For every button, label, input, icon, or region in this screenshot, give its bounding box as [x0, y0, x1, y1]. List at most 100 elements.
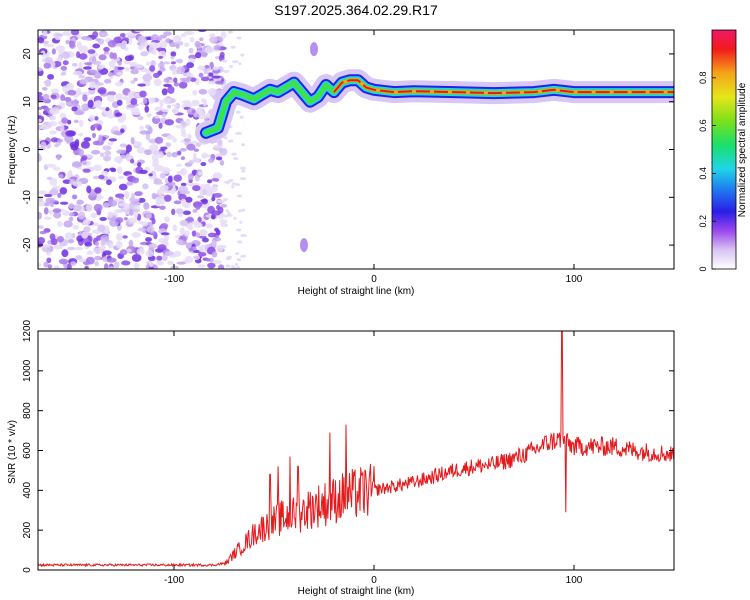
noise-speck [155, 111, 164, 116]
noise-speck [235, 110, 241, 114]
noise-speck [114, 65, 119, 74]
noise-speck [154, 106, 163, 112]
noise-speck [139, 130, 149, 135]
noise-speck [164, 119, 174, 126]
noise-speck [240, 254, 247, 258]
noise-speck [137, 115, 144, 121]
noise-speck [69, 176, 78, 180]
noise-speck [50, 188, 59, 196]
colorbar-tick-label: 0 [698, 266, 708, 271]
noise-speck [133, 77, 138, 82]
noise-speck [198, 72, 204, 78]
noise-speck [191, 101, 200, 107]
figure-title: S197.2025.364.02.29.R17 [274, 2, 438, 18]
noise-speck [113, 130, 121, 136]
noise-speck [85, 256, 95, 265]
noise-speck [62, 179, 72, 184]
noise-speck [231, 185, 235, 189]
noise-speck [91, 60, 102, 65]
noise-speck [196, 195, 205, 199]
noise-speck [103, 263, 109, 269]
noise-speck [183, 42, 190, 48]
noise-speck [64, 232, 73, 240]
noise-speck [132, 112, 141, 116]
noise-speck [106, 94, 115, 102]
noise-speck [235, 183, 241, 187]
noise-speck [70, 30, 80, 36]
noise-speck [142, 183, 149, 190]
noise-speck [161, 108, 169, 113]
noise-speck [38, 225, 44, 229]
noise-speck [231, 182, 237, 186]
noise-speck [122, 235, 128, 239]
noise-speck [207, 262, 216, 269]
noise-speck [72, 70, 83, 76]
noise-speck [70, 261, 77, 266]
noise-speck [42, 93, 50, 101]
noise-speck [75, 255, 82, 260]
noise-speck [116, 99, 123, 106]
noise-speck [98, 32, 109, 37]
noise-speck [42, 30, 48, 37]
noise-speck [193, 148, 200, 152]
noise-speck [219, 160, 225, 166]
noise-speck [170, 61, 177, 65]
noise-speck [192, 201, 203, 209]
noise-speck [92, 43, 101, 49]
noise-speck [58, 173, 64, 179]
noise-speck [188, 47, 194, 54]
noise-speck [152, 72, 160, 79]
noise-speck [63, 96, 72, 102]
noise-speck [173, 174, 182, 182]
noise-speck [119, 249, 128, 256]
noise-speck [74, 246, 84, 251]
noise-speck [191, 157, 201, 163]
noise-speck [78, 75, 85, 79]
noise-speck [78, 148, 84, 157]
noise-speck [50, 238, 58, 246]
noise-speck [239, 115, 244, 119]
noise-speck [185, 118, 191, 127]
noise-speck [171, 208, 176, 216]
noise-speck [150, 60, 156, 67]
noise-speck [201, 76, 210, 82]
noise-speck [76, 199, 84, 205]
noise-speck [71, 161, 82, 168]
noise-speck [160, 232, 170, 236]
noise-speck [175, 208, 184, 215]
snr-ytick-label: 0 [22, 567, 33, 573]
noise-speck [151, 149, 159, 155]
noise-speck [171, 104, 181, 108]
noise-speck [123, 217, 128, 221]
noise-speck [142, 97, 148, 104]
noise-speck [62, 51, 71, 59]
noise-speck [167, 85, 175, 94]
noise-speck [94, 82, 104, 86]
noise-speck [164, 250, 174, 256]
colorbar-tick-label: 0.8 [698, 72, 708, 85]
noise-speck [197, 264, 206, 268]
colorbar-tick-label: 0.4 [698, 167, 708, 180]
noise-speck [84, 241, 93, 247]
snr-xtick-label: -100 [164, 575, 184, 586]
noise-speck [158, 55, 164, 60]
noise-speck [186, 76, 192, 81]
noise-speck [53, 244, 63, 250]
noise-speck [160, 146, 168, 150]
noise-speck [180, 126, 186, 135]
noise-speck [219, 147, 228, 156]
noise-speck [145, 249, 154, 258]
noise-speck [211, 240, 217, 248]
noise-speck [164, 194, 172, 202]
noise-speck [225, 257, 232, 261]
noise-speck [116, 149, 127, 154]
noise-speck [109, 51, 115, 59]
noise-speck [159, 205, 166, 210]
noise-speck [179, 148, 187, 152]
noise-speck [149, 65, 156, 72]
noise-speck [38, 211, 43, 220]
noise-speck [115, 233, 123, 241]
noise-speck [95, 197, 101, 202]
noise-speck [173, 250, 182, 257]
